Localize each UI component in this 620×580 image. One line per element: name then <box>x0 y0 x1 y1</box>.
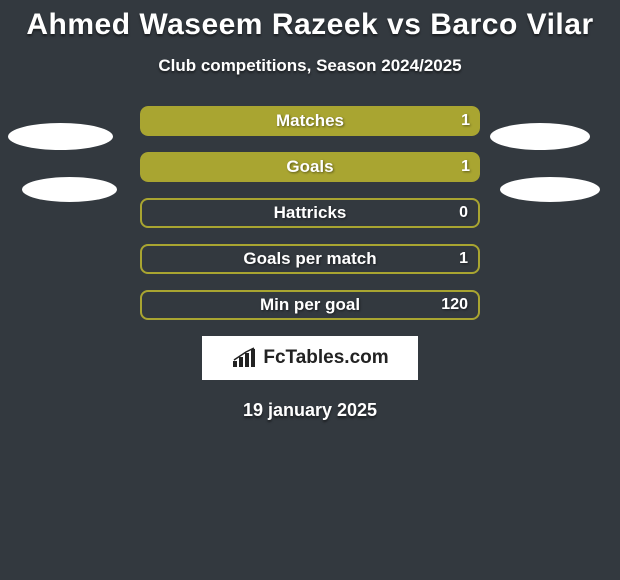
stat-value: 120 <box>441 292 468 318</box>
stat-label: Goals per match <box>142 246 478 272</box>
fctables-logo: FcTables.com <box>202 336 418 380</box>
stat-row: Min per goal120 <box>140 290 480 320</box>
stat-value: 1 <box>459 246 468 272</box>
stat-label: Hattricks <box>142 200 478 226</box>
page-title: Ahmed Waseem Razeek vs Barco Vilar <box>0 0 620 42</box>
stat-label: Matches <box>140 106 480 136</box>
stat-row: Matches1 <box>140 106 480 136</box>
stat-label: Goals <box>140 152 480 182</box>
stat-row: Hattricks0 <box>140 198 480 228</box>
logo-text: FcTables.com <box>263 347 388 369</box>
date-label: 19 january 2025 <box>0 400 620 421</box>
stat-row: Goals per match1 <box>140 244 480 274</box>
decorative-ellipse <box>490 123 590 150</box>
decorative-ellipse <box>22 177 117 202</box>
decorative-ellipse <box>500 177 600 202</box>
stat-label: Min per goal <box>142 292 478 318</box>
stat-row: Goals1 <box>140 152 480 182</box>
stat-value: 1 <box>461 106 470 136</box>
decorative-ellipse <box>8 123 113 150</box>
barchart-icon <box>231 347 257 369</box>
subtitle: Club competitions, Season 2024/2025 <box>0 56 620 76</box>
stat-value: 1 <box>461 152 470 182</box>
stats-container: Matches1Goals1Hattricks0Goals per match1… <box>140 106 480 320</box>
stat-value: 0 <box>459 200 468 226</box>
